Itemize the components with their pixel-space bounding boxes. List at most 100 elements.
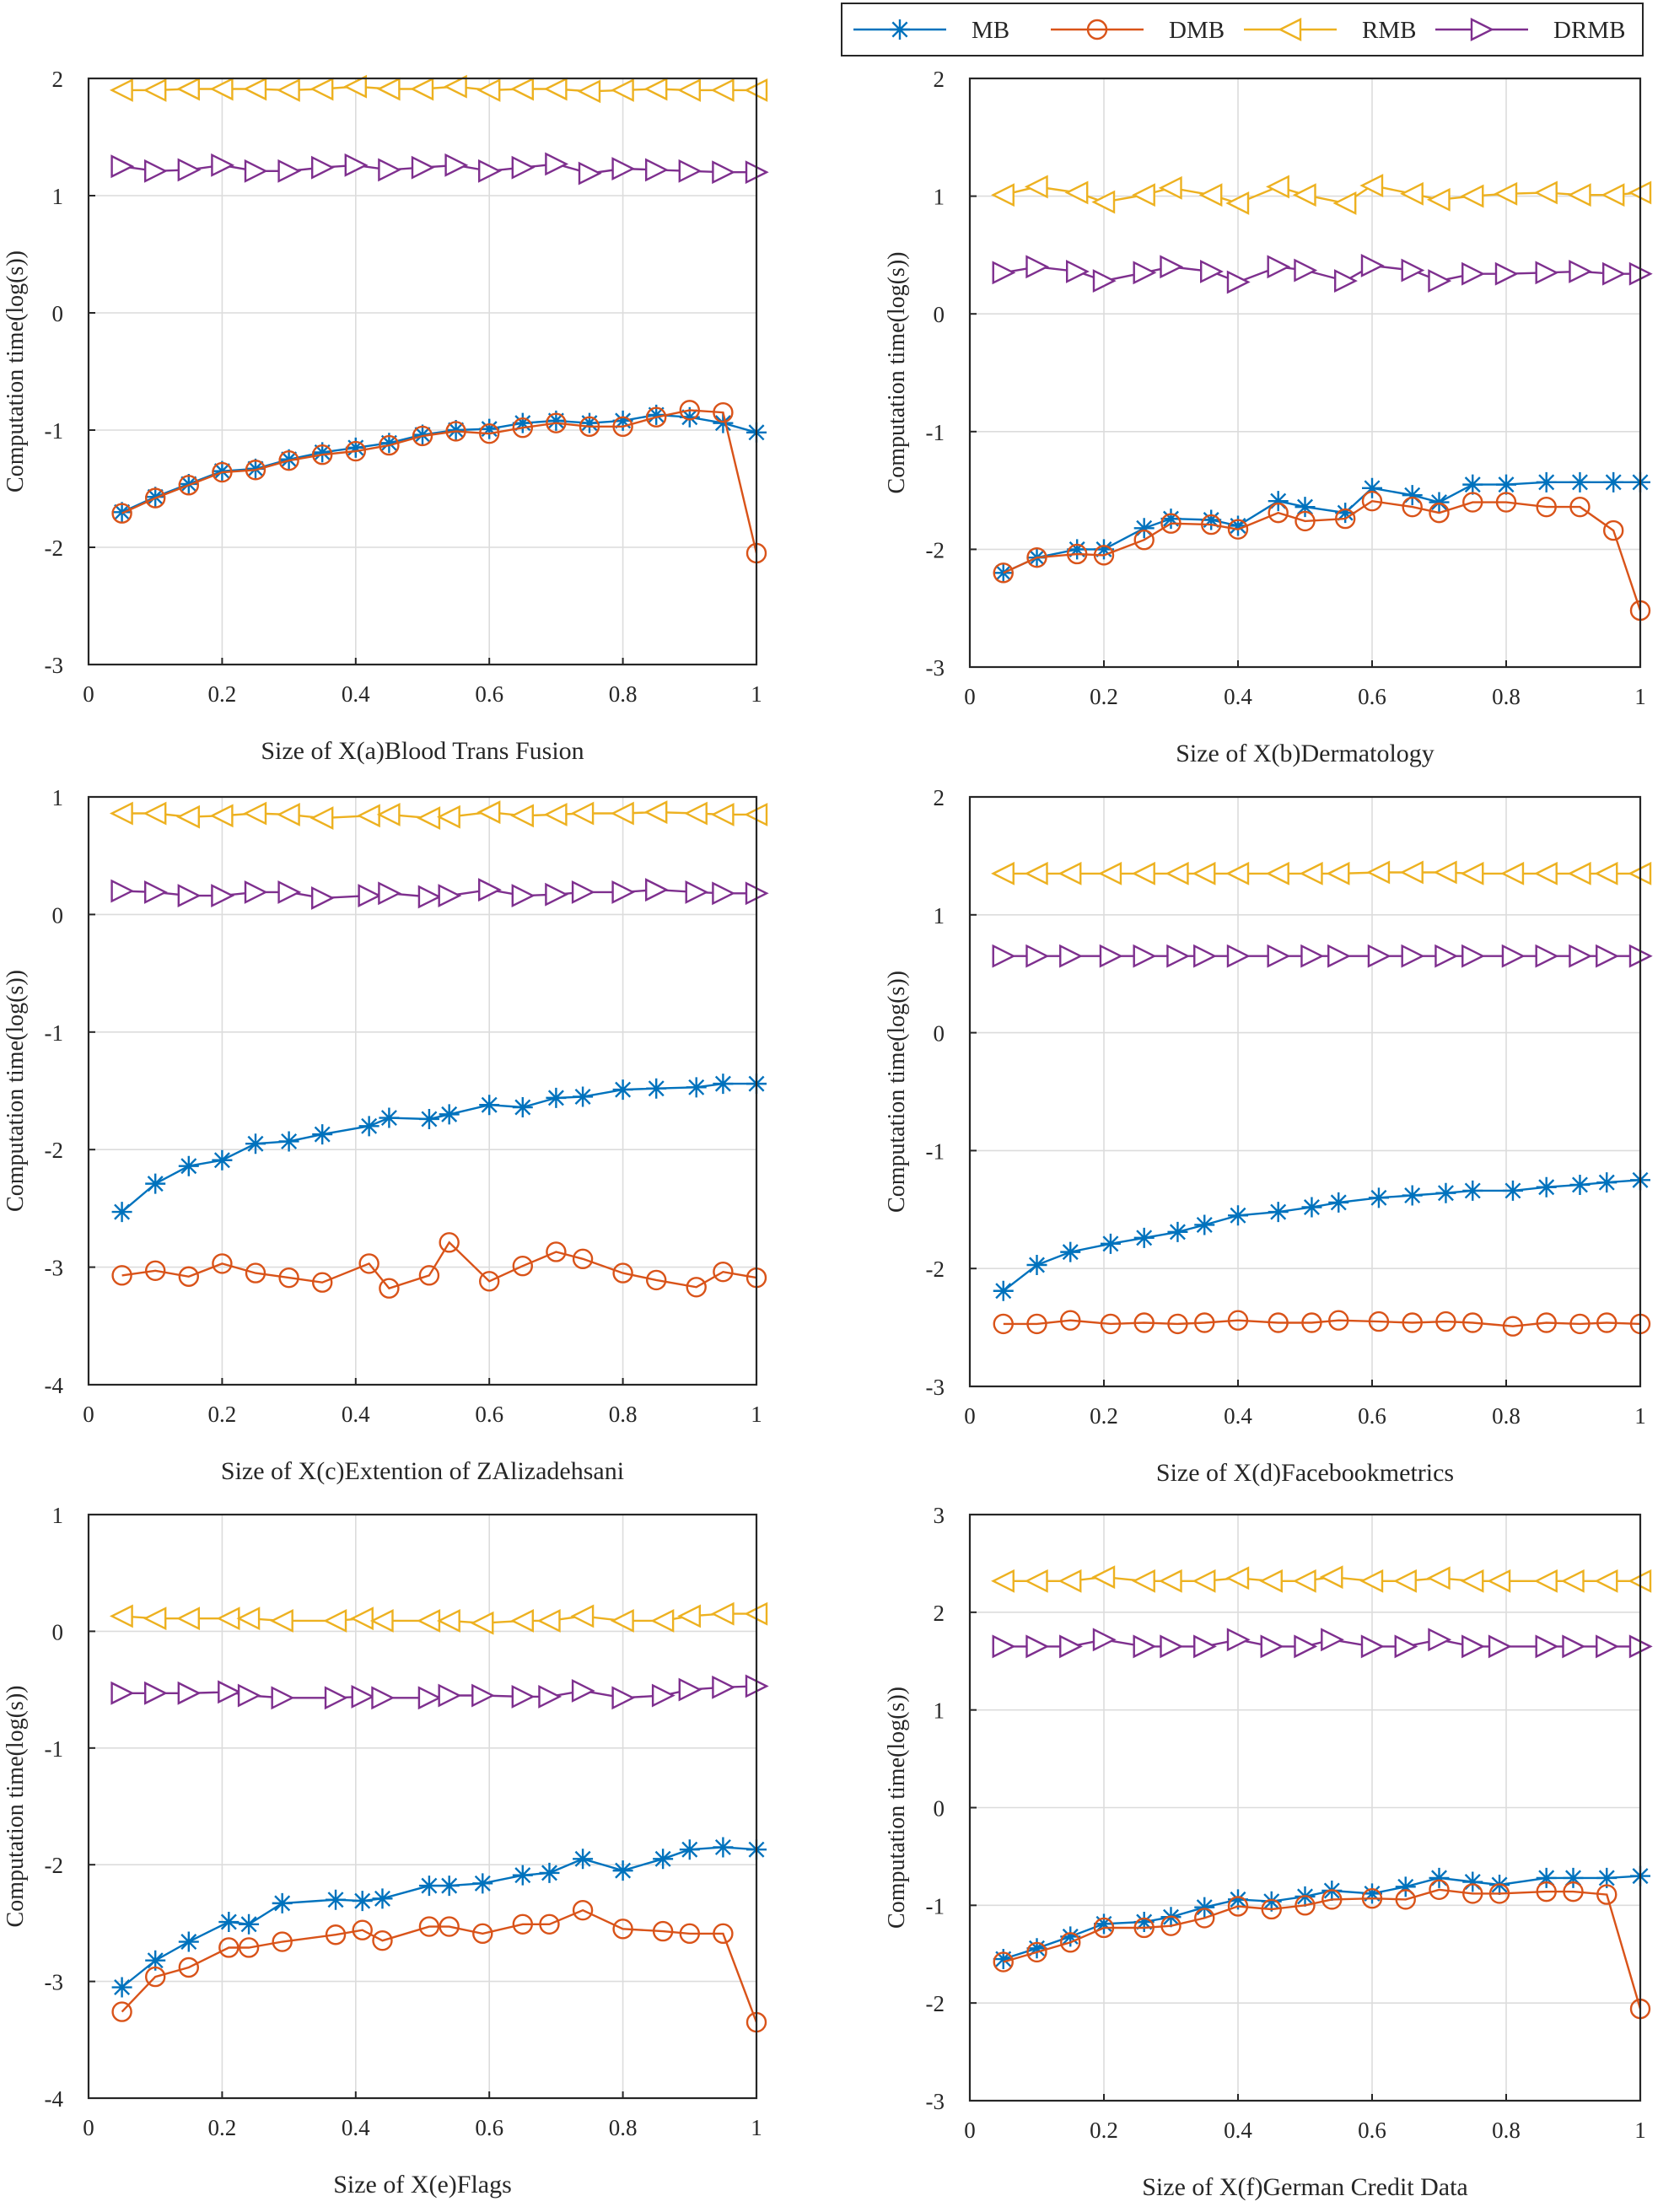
data-point bbox=[352, 1891, 373, 1912]
data-point bbox=[1165, 861, 1189, 885]
data-point bbox=[325, 1924, 347, 1946]
x-tick-label: 0.4 bbox=[1224, 1403, 1252, 1429]
data-point bbox=[243, 801, 267, 826]
data-point bbox=[278, 1267, 299, 1289]
data-point bbox=[478, 159, 502, 183]
data-point bbox=[572, 1899, 594, 1921]
data-point bbox=[545, 152, 569, 176]
y-tick-label: 2 bbox=[52, 67, 64, 92]
data-point bbox=[570, 801, 595, 826]
data-point bbox=[371, 1686, 396, 1710]
series-drmb bbox=[992, 1628, 1653, 1659]
data-point bbox=[271, 1686, 295, 1710]
data-point bbox=[144, 880, 168, 904]
data-point bbox=[652, 1920, 674, 1942]
data-point bbox=[684, 801, 708, 826]
series-line bbox=[1003, 1319, 1641, 1327]
data-point bbox=[418, 1108, 439, 1129]
data-point bbox=[1228, 1205, 1248, 1226]
data-point bbox=[436, 805, 460, 829]
data-point bbox=[1400, 181, 1424, 206]
data-point bbox=[1200, 260, 1224, 283]
x-tick-label: 0.8 bbox=[609, 681, 638, 707]
data-point bbox=[1098, 861, 1122, 885]
y-tick-label: -3 bbox=[45, 653, 64, 678]
data-point bbox=[1596, 1884, 1617, 1905]
x-tick-label: 0.2 bbox=[208, 2115, 237, 2140]
y-axis-label: Computation time(log(s)) bbox=[3, 970, 29, 1212]
x-tick-label: 0.8 bbox=[609, 1402, 638, 1427]
data-point bbox=[1026, 546, 1047, 568]
y-tick-label: -1 bbox=[45, 1736, 64, 1762]
data-point bbox=[323, 1608, 347, 1633]
data-point bbox=[1359, 1569, 1384, 1593]
data-point bbox=[1091, 1565, 1116, 1590]
data-point bbox=[572, 1248, 594, 1270]
data-point bbox=[1024, 1569, 1048, 1593]
data-point bbox=[653, 1849, 674, 1870]
data-point bbox=[1160, 1915, 1181, 1936]
subplot-f: 0 0.2 0.4 0.6 0.8 1 -3 -2 -1 0 1 2 3 Size of X(f)Germ… bbox=[884, 1503, 1653, 2201]
data-point bbox=[612, 416, 633, 438]
data-point bbox=[111, 2001, 132, 2022]
y-tick-label: -2 bbox=[45, 1138, 64, 1163]
data-point bbox=[109, 78, 133, 102]
data-point bbox=[1292, 1569, 1316, 1593]
data-point bbox=[543, 77, 568, 101]
data-point bbox=[1226, 1628, 1251, 1652]
data-point bbox=[539, 1913, 560, 1935]
data-point bbox=[269, 1608, 293, 1633]
data-point bbox=[244, 159, 268, 183]
data-point bbox=[177, 158, 202, 182]
series-line bbox=[1003, 499, 1642, 611]
data-point bbox=[1058, 1569, 1082, 1593]
data-point bbox=[1300, 944, 1325, 968]
data-point bbox=[1535, 1634, 1559, 1659]
data-point bbox=[476, 78, 501, 102]
data-point bbox=[143, 78, 167, 102]
y-tick-label: -2 bbox=[926, 1991, 945, 2016]
subplot-grid: 0 0.2 0.4 0.6 0.8 1 -3 -2 -1 0 1 2 Size of X(a)Blood… bbox=[3, 67, 1653, 2201]
data-point bbox=[245, 458, 266, 479]
data-point bbox=[1394, 1634, 1418, 1659]
data-point bbox=[178, 1931, 199, 1952]
data-point bbox=[1193, 1634, 1217, 1659]
data-point bbox=[358, 1116, 379, 1137]
series-dmb bbox=[111, 400, 767, 564]
data-point bbox=[1026, 1313, 1047, 1335]
data-point bbox=[570, 1604, 595, 1628]
y-tick-label: 0 bbox=[52, 1619, 64, 1644]
data-point bbox=[1227, 1310, 1249, 1331]
data-point bbox=[278, 449, 299, 471]
data-point bbox=[343, 74, 367, 99]
data-point bbox=[212, 1149, 233, 1171]
data-point bbox=[1334, 508, 1356, 530]
y-tick-label: 2 bbox=[934, 785, 945, 810]
data-point bbox=[546, 412, 567, 433]
data-point bbox=[1433, 860, 1457, 885]
x-tick-label: 0.8 bbox=[1492, 684, 1521, 709]
plot-area bbox=[970, 78, 1640, 667]
data-point bbox=[1260, 1634, 1284, 1659]
y-axis-label: Computation time(log(s)) bbox=[3, 250, 29, 492]
data-point bbox=[1064, 180, 1089, 205]
data-point bbox=[713, 1837, 734, 1858]
data-point bbox=[679, 400, 700, 421]
y-axis-label: Computation time(log(s)) bbox=[884, 1687, 910, 1929]
data-point bbox=[1429, 1879, 1450, 1901]
data-point bbox=[1026, 1938, 1047, 1959]
series-drmb bbox=[992, 254, 1653, 294]
data-point bbox=[1024, 175, 1048, 199]
data-point bbox=[245, 460, 266, 481]
data-point bbox=[1158, 1569, 1182, 1593]
data-point bbox=[1066, 543, 1088, 565]
data-point bbox=[686, 1077, 707, 1098]
data-point bbox=[1133, 1912, 1155, 1933]
axes-frame bbox=[87, 77, 758, 666]
data-point bbox=[678, 1677, 702, 1702]
data-point bbox=[476, 800, 501, 825]
data-point bbox=[238, 1937, 260, 1958]
data-point bbox=[1367, 944, 1391, 968]
data-point bbox=[1225, 191, 1250, 215]
data-point bbox=[679, 406, 700, 428]
